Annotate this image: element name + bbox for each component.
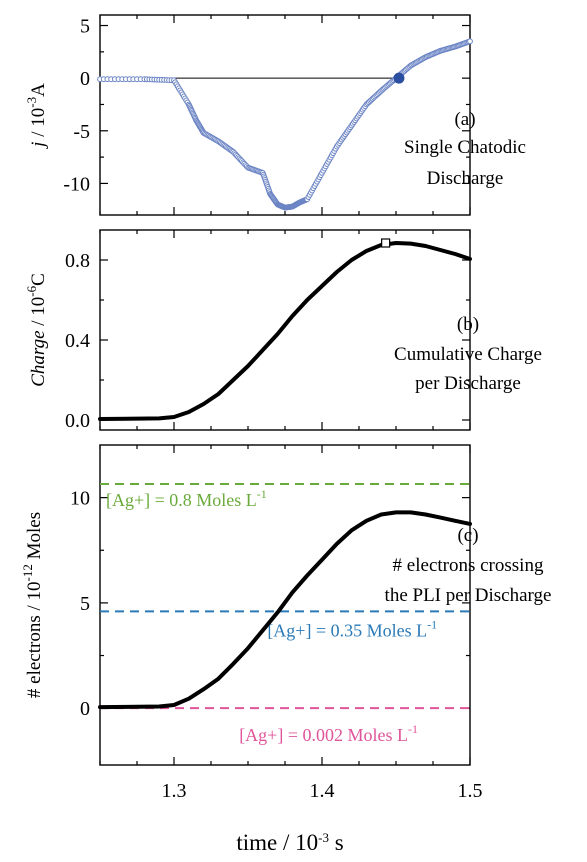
series-line xyxy=(98,241,472,421)
label-main: time / 10 xyxy=(236,830,318,855)
label-sup: -3 xyxy=(318,830,329,845)
concentration-label-main: [Ag+] = 0.002 Moles L xyxy=(239,725,408,745)
x-tick-label: 1.5 xyxy=(458,780,483,802)
panel-annotation-line: per Discharge xyxy=(415,373,521,394)
y-axis-label: Charge / 10-6C xyxy=(24,273,49,387)
concentration-label-main: [Ag+] = 0.8 Moles L xyxy=(106,490,257,510)
concentration-label-sup: -1 xyxy=(408,722,418,736)
series-line xyxy=(98,510,472,710)
y-tick-label: 0.0 xyxy=(65,410,90,432)
panel-annotation-line: Discharge xyxy=(427,168,504,189)
panel-b: 0.8 0.4 0.0 Charge / 10-6C (b) Cumulative Cha… xyxy=(24,229,542,432)
plot-frame xyxy=(99,229,471,431)
label-tail: s xyxy=(329,830,344,855)
panel-annotation-line: the PLI per Discharge xyxy=(385,585,552,606)
y-tick-label: 0 xyxy=(80,68,90,90)
label-tail: A xyxy=(28,83,49,97)
concentration-label: [Ag+] = 0.35 Moles L-1 xyxy=(267,618,437,641)
y-tick-label: 0.8 xyxy=(65,250,90,272)
highlight-data-point xyxy=(393,72,405,84)
concentration-label-sup: -1 xyxy=(257,487,267,501)
y-axis-label: j / 10-3A xyxy=(24,83,49,150)
plot-frame xyxy=(99,14,471,216)
panel-annotation-line: Cumulative Charge xyxy=(394,344,542,365)
panel-annotation-line: (c) xyxy=(457,525,478,546)
label-tail: C xyxy=(28,273,49,286)
ylabel-italic: Charge xyxy=(28,331,49,387)
panel-c: 10 5 0 # electrons / 10-12 Moles (c) # electr… xyxy=(20,444,552,766)
panel-a: 5 0 -5 -10 j / 10-3A (a) Single Chatodic Discha… xyxy=(24,14,526,216)
y-tick-label: 0 xyxy=(80,698,90,720)
y-axis-label: # electrons / 10-12 Moles xyxy=(20,512,45,698)
ylabel-italic: j xyxy=(28,142,49,150)
panel-annotation-line: (a) xyxy=(454,109,475,130)
label-main: # electrons / 10 xyxy=(24,581,45,698)
label-main: / 10 xyxy=(28,108,49,142)
y-tick-label: -5 xyxy=(73,121,90,143)
panel-annotation-line: # electrons crossing xyxy=(393,555,544,576)
label-sup: -12 xyxy=(20,564,35,581)
y-tick-label: -10 xyxy=(63,173,90,195)
y-tick-label: 10 xyxy=(70,488,90,510)
x-axis-label: time / 10-3 s xyxy=(236,830,343,855)
current-data-point xyxy=(467,38,473,45)
concentration-label-main: [Ag+] = 0.35 Moles L xyxy=(267,621,427,641)
y-tick-label: 5 xyxy=(80,16,90,38)
label-main: / 10 xyxy=(28,297,49,331)
label-tail: Moles xyxy=(24,512,45,564)
panel-annotation-line: Single Chatodic xyxy=(404,137,526,158)
x-tick-label: 1.3 xyxy=(162,780,187,802)
concentration-label-sup: -1 xyxy=(427,618,437,632)
x-axis: 1.3 1.4 1.5 time / 10-3 s xyxy=(162,780,483,855)
max-charge-marker xyxy=(381,238,391,248)
x-tick-label: 1.4 xyxy=(310,780,335,802)
y-tick-label: 5 xyxy=(80,593,90,615)
y-tick-label: 0.4 xyxy=(65,330,90,352)
label-sup: -3 xyxy=(24,97,39,108)
panel-annotation-line: (b) xyxy=(457,314,479,335)
label-sup: -6 xyxy=(24,285,39,296)
concentration-label: [Ag+] = 0.8 Moles L-1 xyxy=(106,487,267,510)
concentration-label: [Ag+] = 0.002 Moles L-1 xyxy=(239,722,418,745)
